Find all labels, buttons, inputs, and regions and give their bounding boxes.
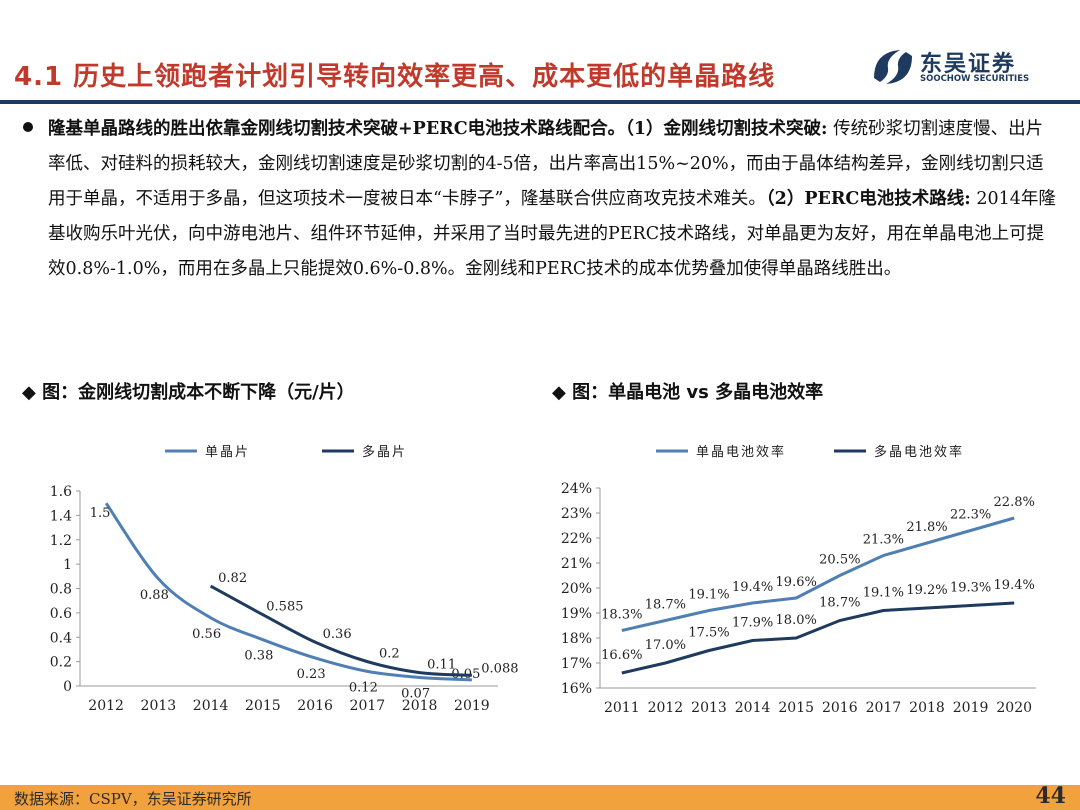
y-tick-label: 1.2	[50, 533, 72, 549]
para-heading-2: （2）PERC电池技术路线:	[765, 189, 971, 209]
data-label: 19.6%	[776, 575, 817, 590]
x-tick-label: 2011	[604, 700, 640, 716]
data-label: 18.3%	[601, 608, 642, 623]
data-label: 0.11	[427, 658, 456, 673]
series-line-1	[104, 502, 472, 682]
data-label: 17.0%	[645, 638, 686, 653]
data-label: 0.38	[244, 649, 273, 664]
title-divider	[0, 100, 1080, 104]
x-tick-label: 2014	[193, 698, 229, 714]
x-tick-label: 2013	[691, 700, 727, 716]
data-label: 0.82	[218, 571, 247, 586]
y-tick-label: 0.4	[50, 630, 72, 646]
brand-logo: 东吴证券 SOOCHOW SECURITIES	[870, 44, 1070, 90]
legend-label: 单晶电池效率	[696, 444, 786, 460]
y-tick-label: 18%	[561, 631, 592, 647]
y-tick-label: 0.6	[50, 606, 72, 622]
x-tick-label: 2020	[996, 700, 1032, 716]
page-title: 4.1 历史上领跑者计划引导转向效率更高、成本更低的单晶路线	[14, 62, 776, 92]
data-label: 18.0%	[776, 613, 817, 628]
data-label: 16.6%	[601, 648, 642, 663]
data-label: 0.585	[266, 600, 303, 615]
y-tick-label: 16%	[561, 681, 592, 697]
para-text-2: 2014年隆基收购乐叶光伏，向中游电池片、组件环节延伸，并采用了当时最先进的PE…	[48, 189, 1056, 279]
x-tick-label: 2016	[297, 698, 333, 714]
y-tick-label: 21%	[561, 556, 592, 572]
data-label: 1.5	[90, 506, 111, 521]
para-text-1: 传统砂浆切割速度慢、出片率低、对硅料的损耗较大，金刚线切割速度是砂浆切割的4-5…	[48, 119, 1044, 209]
x-tick-label: 2016	[822, 700, 858, 716]
footer-bar: 数据来源：CSPV，东吴证券研究所 44	[0, 783, 1080, 810]
x-tick-label: 2012	[88, 698, 124, 714]
data-label: 0.23	[297, 667, 326, 682]
data-label: 0.88	[140, 588, 169, 603]
x-tick-label: 2014	[735, 700, 771, 716]
data-label: 18.7%	[645, 598, 686, 613]
x-tick-label: 2017	[350, 698, 386, 714]
series-line-2	[209, 584, 472, 677]
y-tick-label: 17%	[561, 656, 592, 672]
data-label: 17.9%	[732, 616, 773, 631]
data-label: 0.088	[481, 661, 518, 676]
y-tick-label: 0.2	[50, 655, 72, 671]
chart2-title: ◆ 图：单晶电池 vs 多晶电池效率	[552, 382, 824, 403]
legend-label: 多晶片	[362, 444, 407, 460]
data-label: 21.3%	[863, 533, 904, 548]
data-label: 18.7%	[819, 596, 860, 611]
x-tick-label: 2013	[141, 698, 177, 714]
data-label: 0.36	[323, 627, 352, 642]
y-tick-label: 24%	[561, 481, 592, 497]
legend-label: 单晶片	[205, 445, 250, 460]
x-tick-label: 2015	[245, 698, 281, 714]
data-label: 17.5%	[688, 626, 729, 641]
series-line-1	[621, 516, 1015, 632]
legend-label: 多晶电池效率	[874, 444, 964, 460]
y-tick-label: 1	[63, 557, 72, 573]
x-tick-label: 2012	[648, 700, 684, 716]
y-tick-label: 0.8	[50, 582, 72, 598]
page-number: 44	[1035, 783, 1066, 809]
data-label: 21.8%	[906, 520, 947, 535]
x-tick-label: 2017	[866, 700, 902, 716]
data-label: 19.1%	[863, 586, 904, 601]
data-label: 0.12	[349, 680, 378, 695]
bullet-icon	[23, 122, 33, 132]
y-tick-label: 22%	[561, 531, 592, 547]
y-tick-label: 19%	[561, 606, 592, 622]
data-label: 20.5%	[819, 553, 860, 568]
x-tick-label: 2018	[402, 698, 438, 714]
cell-efficiency-chart: 16% 17% 18% 19% 20% 21% 22% 23% 24% 2011 2012 2013 2…	[561, 444, 1036, 716]
diamond-wire-cost-chart: 0 0.2 0.4 0.6 0.8 1 1.2 1.4 1.6 2012 2013 2014 2015 2…	[50, 444, 519, 714]
data-label: 22.3%	[950, 508, 991, 523]
y-tick-label: 0	[63, 679, 72, 695]
x-tick-label: 2019	[953, 700, 989, 716]
chart1-title: ◆ 图：金刚线切割成本不断下降（元/片）	[22, 382, 355, 403]
data-label: 22.8%	[994, 495, 1035, 510]
y-tick-label: 23%	[561, 506, 592, 522]
soochow-logo-icon	[874, 50, 912, 84]
para-lead: 隆基单晶路线的胜出依靠金刚线切割技术突破+PERC电池技术路线配合。（1）金刚线…	[48, 119, 828, 139]
series-line-2	[621, 601, 1015, 675]
data-label: 19.1%	[688, 588, 729, 603]
data-label: 0.2	[379, 647, 400, 662]
x-tick-label: 2018	[909, 700, 945, 716]
x-tick-label: 2015	[778, 700, 814, 716]
x-tick-label: 2019	[454, 698, 490, 714]
footer-source: 数据来源：CSPV，东吴证券研究所	[14, 790, 252, 808]
data-label: 19.2%	[906, 583, 947, 598]
data-label: 19.4%	[994, 578, 1035, 593]
body-paragraph: 隆基单晶路线的胜出依靠金刚线切割技术突破+PERC电池技术路线配合。（1）金刚线…	[48, 112, 1058, 287]
logo-name: 东吴证券	[920, 52, 1017, 77]
data-label: 19.3%	[950, 581, 991, 596]
data-label: 0.07	[401, 686, 430, 701]
data-label: 19.4%	[732, 580, 773, 595]
logo-subtitle: SOOCHOW SECURITIES	[920, 74, 1030, 84]
data-label: 0.56	[192, 627, 221, 642]
y-tick-label: 1.4	[50, 508, 72, 524]
y-tick-label: 20%	[561, 581, 592, 597]
y-tick-label: 1.6	[50, 484, 72, 500]
